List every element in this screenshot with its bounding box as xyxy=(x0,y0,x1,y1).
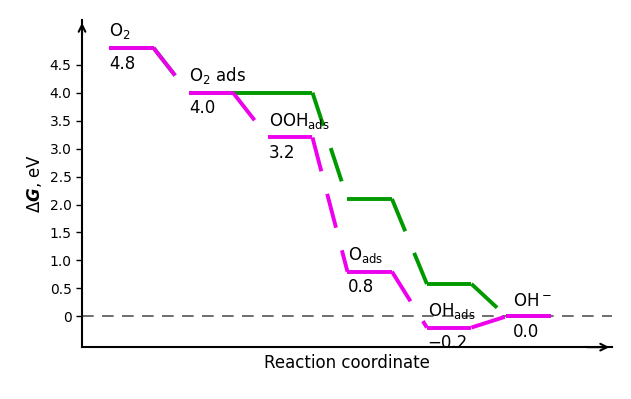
X-axis label: Reaction coordinate: Reaction coordinate xyxy=(264,354,430,372)
Text: 0.0: 0.0 xyxy=(513,323,539,341)
Text: O$_2$: O$_2$ xyxy=(109,21,131,41)
Text: O$_2$ ads: O$_2$ ads xyxy=(189,65,246,86)
Text: 4.0: 4.0 xyxy=(189,99,216,117)
Y-axis label: $\Delta\boldsymbol{G}$, eV: $\Delta\boldsymbol{G}$, eV xyxy=(25,154,44,213)
Text: O$_{\rm ads}$: O$_{\rm ads}$ xyxy=(348,245,384,265)
Text: OH$^-$: OH$^-$ xyxy=(513,292,551,310)
Text: 0.8: 0.8 xyxy=(348,279,374,296)
Text: OH$_{\rm ads}$: OH$_{\rm ads}$ xyxy=(428,301,476,321)
Text: 3.2: 3.2 xyxy=(269,144,295,162)
Text: −0.2: −0.2 xyxy=(428,334,468,352)
Text: 4.8: 4.8 xyxy=(109,55,135,73)
Text: OOH$_{\rm ads}$: OOH$_{\rm ads}$ xyxy=(269,111,329,131)
